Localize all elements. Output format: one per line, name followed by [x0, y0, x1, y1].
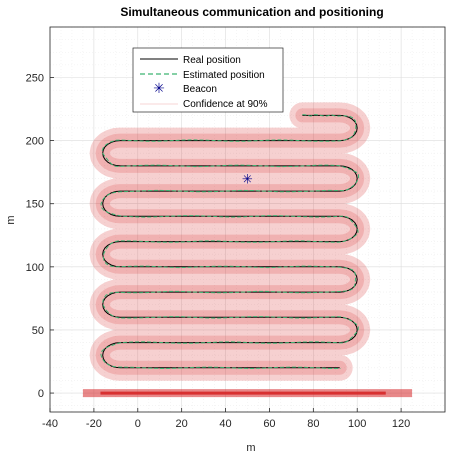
legend-label-beacon: Beacon	[183, 84, 217, 95]
legend-swatch-beacon: ✳	[153, 81, 165, 97]
x-tick-label: 40	[219, 418, 231, 430]
x-tick-label: -20	[86, 418, 102, 430]
legend-label-confidence: Confidence at 90%	[183, 99, 268, 110]
y-tick-label: 0	[38, 388, 44, 400]
x-axis-label: m	[246, 442, 255, 454]
legend-label-estimated: Estimated position	[183, 70, 265, 81]
y-tick-label: 200	[26, 136, 44, 148]
x-tick-label: 120	[392, 418, 410, 430]
y-axis-ticks: 0 50 100 150 200 250	[26, 72, 54, 400]
y-axis-label: m	[5, 215, 17, 224]
beacon-point: ✳	[242, 172, 253, 187]
legend: Real position Estimated position ✳ Beaco…	[132, 47, 284, 113]
x-tick-label: 60	[263, 418, 275, 430]
y-tick-label: 50	[32, 325, 44, 337]
series-group: ✳	[100, 114, 360, 370]
x-tick-label: 100	[348, 418, 366, 430]
y-tick-label: 100	[26, 262, 44, 274]
chart-title: Simultaneous communication and positioni…	[120, 5, 383, 19]
x-tick-label: -40	[42, 418, 58, 430]
x-tick-label: 80	[307, 418, 319, 430]
y-tick-label: 150	[26, 199, 44, 211]
x-tick-label: 0	[135, 418, 141, 430]
x-axis-ticks: -40 -20 0 20 40 60 80 100 120	[42, 408, 410, 430]
plot-frame	[49, 26, 446, 413]
x-tick-label: 20	[176, 418, 188, 430]
y-tick-label: 250	[26, 72, 44, 84]
legend-label-real: Real position	[183, 55, 241, 66]
series-estimated-position	[100, 114, 360, 370]
